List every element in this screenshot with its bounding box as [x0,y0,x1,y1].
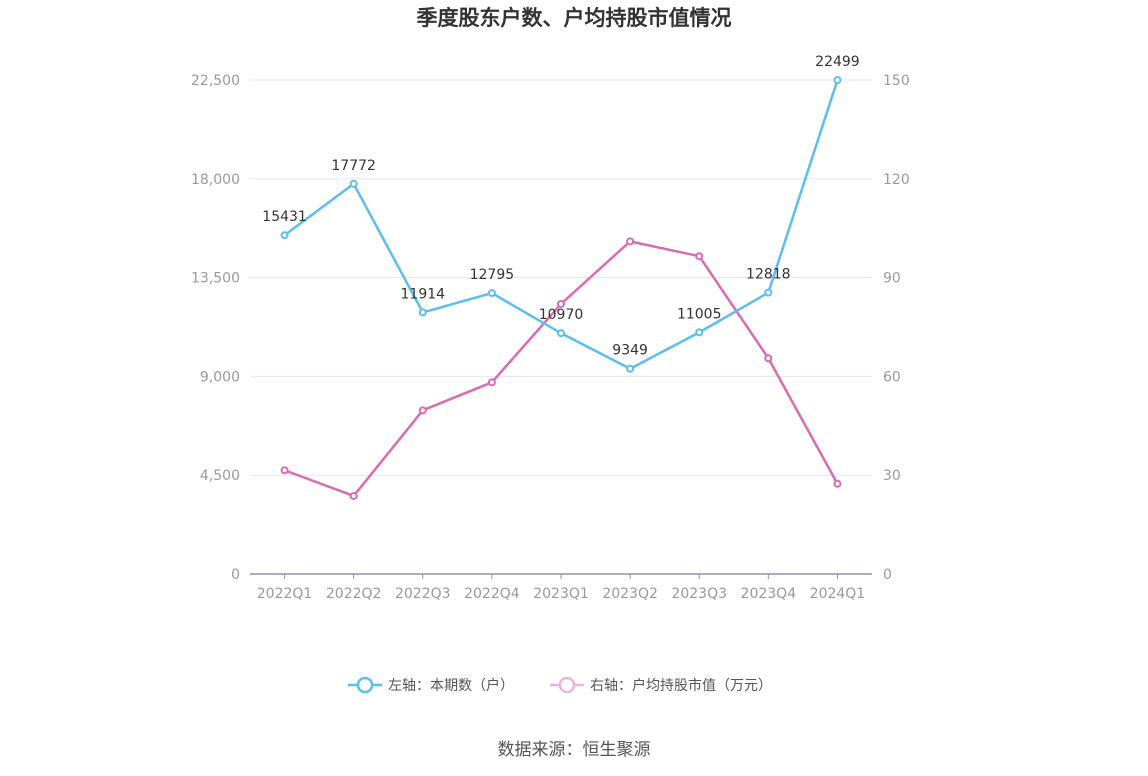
data-point[interactable] [557,329,565,338]
data-labels: 15431 17772 11914 12795 10970 9349 11005 12818 2… [262,54,859,359]
data-point[interactable] [418,308,427,317]
y-left-tick-label: 0 [231,567,240,583]
data-point[interactable] [764,354,773,363]
y-left-tick-label: 18,000 [191,172,240,188]
data-point[interactable] [626,364,635,373]
legend[interactable]: 左轴：本期数（户） 右轴：户均持股市值（万元） [348,676,772,694]
data-point[interactable] [557,299,565,308]
x-tick-label: 2022Q1 [257,586,313,602]
legend-swatch-marker [356,676,374,694]
y-left-tick-label: 4,500 [200,468,240,484]
legend-swatch-marker [558,676,576,694]
data-point[interactable] [349,491,358,500]
data-point[interactable] [418,406,427,415]
data-point[interactable] [487,378,496,387]
y-left-tick-label: 9,000 [200,369,240,385]
data-point[interactable] [626,237,635,246]
data-point[interactable] [833,479,842,488]
x-tick-label: 2022Q3 [395,586,451,602]
data-point[interactable] [280,231,289,240]
x-tick-label: 2022Q2 [326,586,382,602]
data-label: 9349 [612,343,648,359]
x-tick-label: 2023Q4 [741,586,797,602]
x-tick-label: 2024Q1 [810,586,866,602]
data-label: 12818 [746,267,791,283]
legend-item-shareholders[interactable]: 左轴：本期数（户） [348,676,514,694]
data-label: 15431 [262,209,307,225]
data-label: 11914 [401,286,446,302]
data-label: 12795 [470,267,515,283]
data-label: 10970 [539,307,584,323]
series-line-shareholders [283,79,839,370]
y-right-tick-label: 0 [883,567,892,583]
data-point[interactable] [695,328,704,337]
x-tick-label: 2023Q3 [671,586,727,602]
grid-lines [250,79,872,476]
series-layer [280,76,842,500]
x-tick-label: 2023Q1 [533,586,589,602]
data-point[interactable] [695,252,704,261]
data-point[interactable] [349,179,358,188]
data-label: 22499 [815,54,860,70]
legend-item-avg-holding-value[interactable]: 右轴：户均持股市值（万元） [550,676,772,694]
data-point[interactable] [833,76,842,85]
data-label: 17772 [331,158,376,174]
data-label: 11005 [677,306,722,322]
chart-title: 季度股东户数、户均持股市值情况 [417,6,732,30]
data-point[interactable] [764,288,773,297]
y-left-tick-label: 13,500 [191,271,240,287]
x-tick-label: 2022Q4 [464,586,520,602]
source-note: 数据来源：恒生聚源 [498,740,651,760]
y-right-tick-label: 90 [883,271,901,287]
y-right-tick-label: 120 [883,172,910,188]
y-left-tick-label: 22,500 [191,73,240,89]
legend-label: 左轴：本期数（户） [388,677,514,694]
y-right-tick-label: 60 [883,369,901,385]
axes: 0 4,500 9,000 13,500 18,000 22,500 0 30 60 90 120 1… [191,73,910,602]
legend-label: 右轴：户均持股市值（万元） [590,677,772,694]
y-right-tick-label: 30 [883,468,901,484]
x-tick-label: 2023Q2 [602,586,658,602]
data-point[interactable] [487,289,496,298]
data-point[interactable] [280,466,289,475]
y-right-tick-label: 150 [883,73,910,89]
